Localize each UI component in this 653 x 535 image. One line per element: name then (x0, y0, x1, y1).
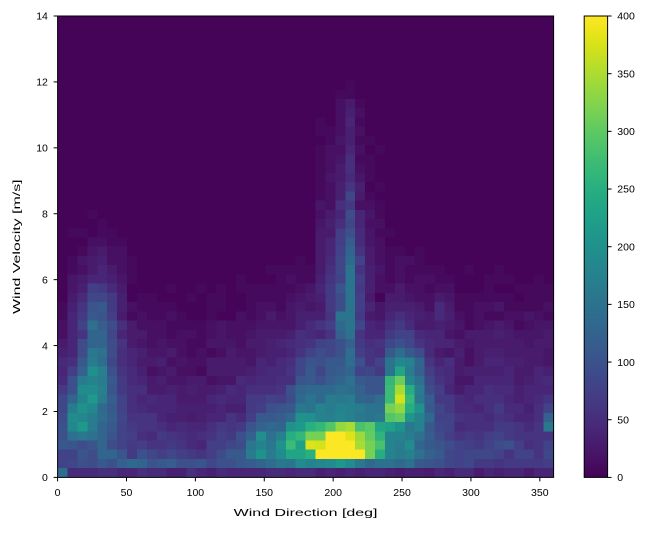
svg-text:100: 100 (617, 357, 635, 369)
svg-text:2: 2 (42, 406, 48, 418)
svg-text:10: 10 (36, 143, 48, 155)
svg-text:8: 8 (42, 208, 48, 220)
svg-text:350: 350 (617, 68, 635, 80)
svg-text:150: 150 (256, 487, 274, 499)
svg-text:Wind Direction [deg]: Wind Direction [deg] (234, 507, 378, 519)
svg-text:0: 0 (42, 472, 48, 484)
svg-text:50: 50 (121, 487, 133, 499)
svg-text:100: 100 (187, 487, 205, 499)
svg-text:0: 0 (55, 487, 61, 499)
svg-text:200: 200 (324, 487, 342, 499)
svg-text:0: 0 (617, 472, 623, 484)
svg-text:300: 300 (617, 126, 635, 138)
svg-text:400: 400 (617, 11, 635, 23)
svg-text:150: 150 (617, 299, 635, 311)
svg-text:250: 250 (393, 487, 411, 499)
svg-text:Wind Velocity [m/s]: Wind Velocity [m/s] (11, 179, 23, 314)
svg-text:6: 6 (42, 274, 48, 286)
svg-text:50: 50 (617, 414, 629, 426)
svg-text:350: 350 (531, 487, 549, 499)
svg-text:12: 12 (36, 77, 48, 89)
svg-text:4: 4 (42, 340, 48, 352)
svg-text:14: 14 (36, 11, 48, 23)
svg-text:300: 300 (462, 487, 480, 499)
svg-text:200: 200 (617, 241, 635, 253)
svg-text:250: 250 (617, 184, 635, 196)
